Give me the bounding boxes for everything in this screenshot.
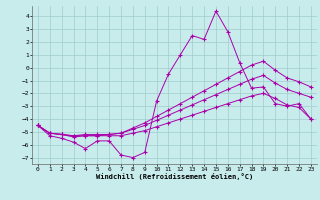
X-axis label: Windchill (Refroidissement éolien,°C): Windchill (Refroidissement éolien,°C) — [96, 173, 253, 180]
